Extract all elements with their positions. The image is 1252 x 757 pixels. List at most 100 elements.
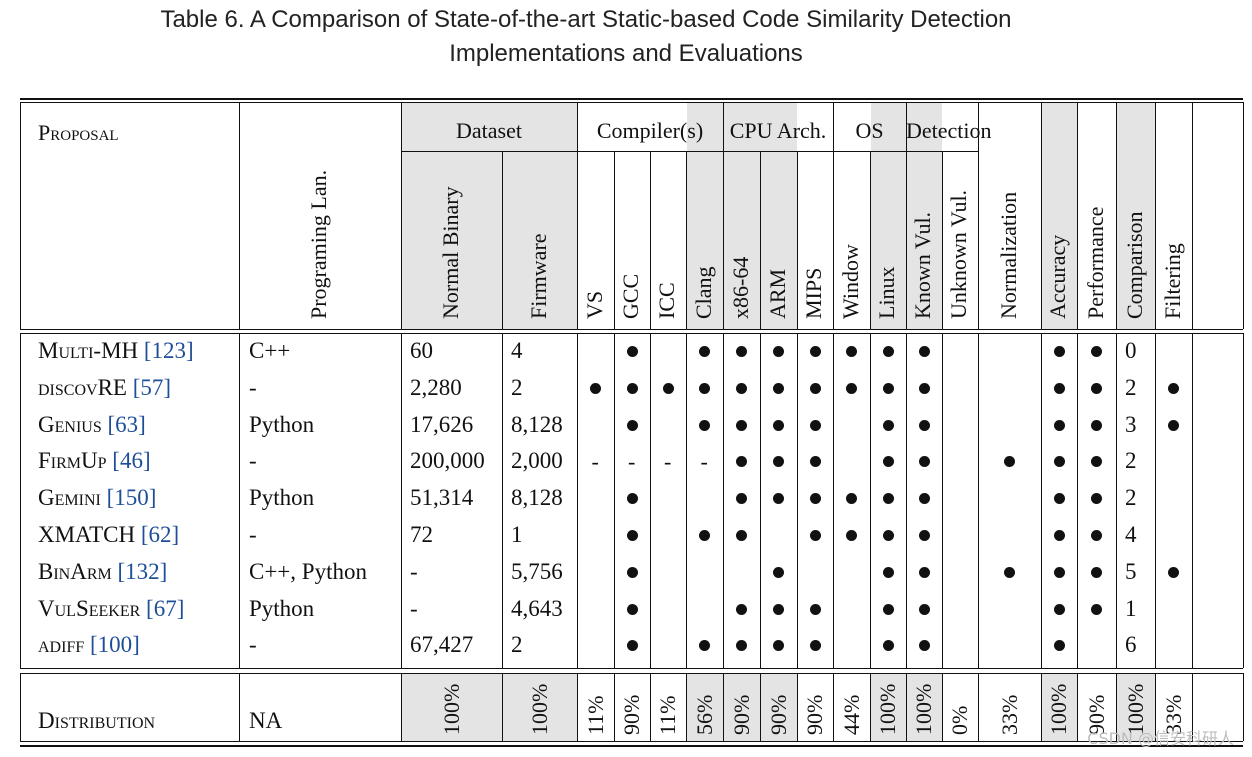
header-col-comparison: Comparison bbox=[1121, 211, 1147, 319]
check-dot bbox=[882, 529, 894, 541]
comparison-count: 2 bbox=[1125, 374, 1137, 400]
column-divider bbox=[1041, 102, 1042, 329]
check-dot bbox=[882, 382, 894, 394]
programing-lan-cell: - bbox=[249, 374, 257, 400]
check-dot bbox=[699, 529, 710, 541]
normal-binary-cell: 51,314 bbox=[410, 485, 474, 511]
check-dot bbox=[809, 529, 821, 541]
check-dot bbox=[1053, 419, 1065, 431]
normal-binary-cell: 72 bbox=[410, 522, 433, 547]
column-divider bbox=[1077, 673, 1078, 741]
column-divider bbox=[1155, 333, 1156, 668]
column-divider bbox=[401, 333, 402, 668]
check-dot bbox=[882, 493, 894, 505]
na-dash: - bbox=[664, 448, 672, 474]
distribution-value: 100% bbox=[1046, 683, 1071, 735]
distribution-value: 100% bbox=[526, 683, 552, 735]
distribution-value: 90% bbox=[765, 694, 791, 735]
comparison-count: 0 bbox=[1125, 338, 1137, 363]
column-divider bbox=[614, 673, 615, 741]
check-dot bbox=[846, 493, 857, 505]
column-divider bbox=[1192, 333, 1193, 668]
check-dot bbox=[736, 419, 747, 431]
check-dot bbox=[918, 603, 930, 615]
header-col-gcc: GCC bbox=[618, 273, 643, 319]
distribution-lang: NA bbox=[249, 708, 283, 733]
distribution-value: 100% bbox=[875, 683, 900, 735]
column-divider bbox=[797, 673, 798, 741]
citation-link[interactable]: [123] bbox=[143, 338, 194, 363]
column-divider bbox=[723, 333, 724, 668]
check-dot bbox=[773, 419, 784, 431]
proposal-name: Multi-MH [123] bbox=[38, 339, 194, 362]
check-dot bbox=[918, 382, 930, 394]
citation-link[interactable]: [67] bbox=[146, 595, 185, 621]
check-dot bbox=[626, 603, 638, 615]
check-dot bbox=[626, 345, 638, 357]
proposal-label: FirmUp bbox=[38, 448, 107, 474]
proposal-label: BinArm bbox=[38, 558, 112, 584]
check-dot bbox=[1053, 493, 1065, 505]
check-dot bbox=[662, 382, 674, 394]
column-divider bbox=[1155, 102, 1156, 329]
citation-link[interactable]: [150] bbox=[106, 485, 157, 511]
na-dash: - bbox=[700, 448, 708, 474]
check-dot bbox=[590, 382, 601, 394]
divider-cover bbox=[760, 103, 761, 151]
watermark: CSDN @信安科研人 bbox=[1087, 729, 1234, 748]
check-dot bbox=[1053, 345, 1065, 357]
divider-cover bbox=[502, 103, 503, 151]
header-rule-double bbox=[20, 333, 1243, 334]
check-dot bbox=[736, 603, 747, 615]
comparison-count: 5 bbox=[1125, 558, 1137, 584]
column-divider bbox=[1116, 333, 1117, 668]
distribution-value: 90% bbox=[619, 694, 644, 735]
column-divider bbox=[239, 102, 240, 329]
column-divider bbox=[942, 673, 943, 741]
header-proposal: Proposal bbox=[38, 120, 119, 145]
header-col-vs: VS bbox=[581, 290, 607, 319]
header-col-window: Window bbox=[837, 244, 863, 319]
divider-cover bbox=[870, 103, 871, 151]
header-col-filtering: Filtering bbox=[1159, 243, 1185, 319]
citation-link[interactable]: [46] bbox=[112, 448, 151, 474]
check-dot bbox=[918, 529, 930, 541]
check-dot bbox=[1168, 382, 1179, 394]
check-dot bbox=[626, 566, 638, 578]
column-divider bbox=[401, 673, 402, 741]
check-dot bbox=[1091, 603, 1102, 615]
comparison-count: 2 bbox=[1125, 485, 1137, 511]
column-divider bbox=[942, 102, 943, 329]
check-dot bbox=[1091, 382, 1102, 394]
header-col-unknown-vul-: Unknown Vul. bbox=[946, 189, 971, 319]
check-dot bbox=[626, 419, 638, 431]
check-dot bbox=[1091, 566, 1102, 578]
column-divider bbox=[502, 333, 503, 668]
distribution-value: 11% bbox=[655, 695, 680, 735]
citation-link[interactable]: [100] bbox=[89, 632, 140, 658]
column-divider bbox=[870, 102, 871, 329]
column-divider bbox=[1192, 102, 1193, 329]
citation-link[interactable]: [63] bbox=[107, 411, 146, 437]
citation-link[interactable]: [62] bbox=[140, 522, 180, 547]
column-divider bbox=[833, 333, 834, 668]
check-dot bbox=[882, 603, 894, 615]
check-dot bbox=[1053, 640, 1065, 652]
column-divider bbox=[1041, 333, 1042, 668]
top-rule-inner bbox=[20, 102, 1243, 103]
check-dot bbox=[773, 382, 784, 394]
column-divider bbox=[1077, 102, 1078, 329]
proposal-name: FirmUp [46] bbox=[38, 449, 151, 472]
distribution-value: 56% bbox=[691, 694, 717, 735]
proposal-label: XMATCH bbox=[38, 522, 136, 547]
proposal-label: VulSeeker bbox=[38, 595, 141, 621]
check-dot bbox=[1091, 419, 1102, 431]
distribution-value: 100% bbox=[438, 683, 464, 735]
na-dash: - bbox=[628, 448, 636, 474]
citation-link[interactable]: [132] bbox=[117, 558, 168, 584]
proposal-label: Gemini bbox=[38, 485, 101, 511]
group-underline bbox=[401, 151, 577, 152]
check-dot bbox=[1004, 566, 1015, 578]
check-dot bbox=[809, 345, 821, 357]
citation-link[interactable]: [57] bbox=[132, 374, 172, 400]
